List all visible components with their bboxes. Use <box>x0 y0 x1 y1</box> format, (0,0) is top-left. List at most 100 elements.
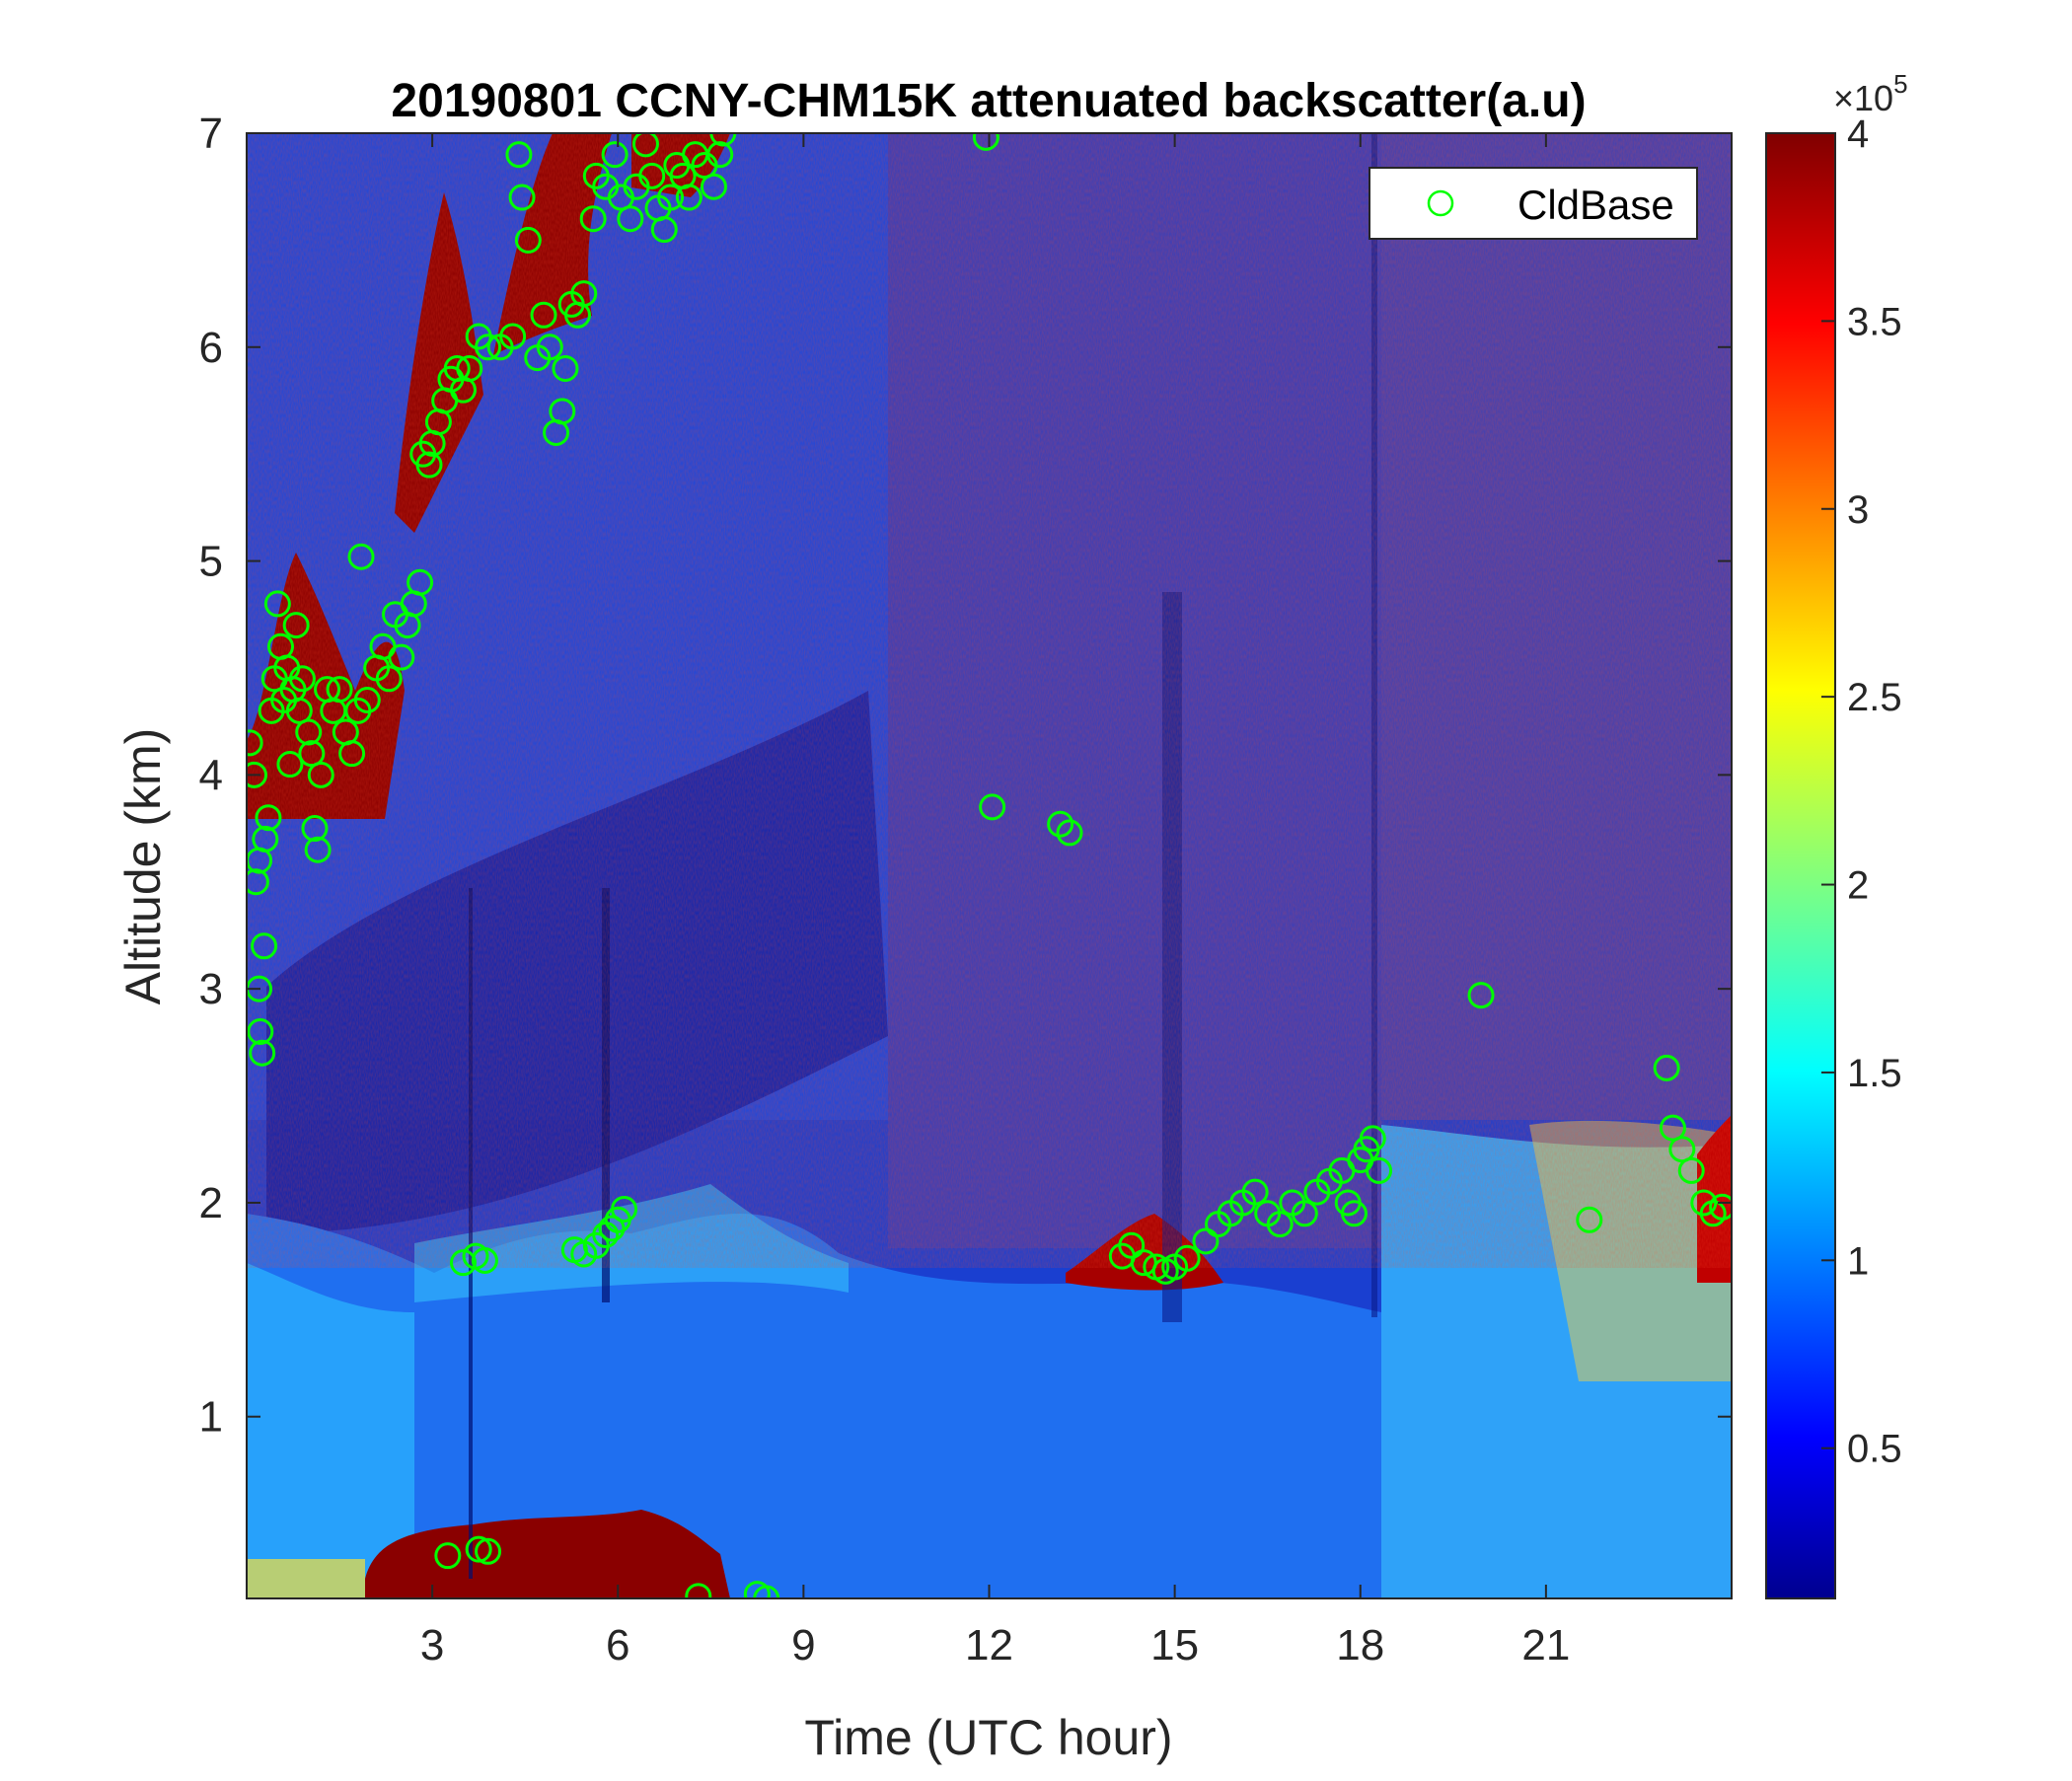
cldbase-point <box>1359 1125 1386 1152</box>
cldbase-point <box>353 686 381 713</box>
cldbase-point <box>1366 1156 1393 1184</box>
backscatter-heatmap <box>247 133 1732 1598</box>
colorbar-tick-label: 1 <box>1847 1239 1869 1283</box>
cldbase-point <box>514 226 542 254</box>
cldbase-point <box>657 184 685 211</box>
y-tick-label: 6 <box>199 324 223 372</box>
cldbase-point <box>475 1537 502 1565</box>
cldbase-point <box>598 1215 626 1242</box>
cldbase-point <box>295 718 323 746</box>
cldbase-point <box>638 162 666 189</box>
x-axis: 3 6 9 12 15 18 21 <box>420 133 1570 1670</box>
cldbase-point <box>449 1249 477 1277</box>
cldbase-point <box>601 141 629 169</box>
cldbase-point <box>247 868 269 896</box>
cldbase-point <box>1576 1206 1603 1233</box>
cldbase-point <box>1173 1244 1201 1272</box>
colorbar-tick-label: 0.5 <box>1847 1428 1902 1471</box>
y-tick-label: 7 <box>199 110 223 158</box>
colorbar-tick-label: 2.5 <box>1847 676 1902 719</box>
x-tick-label: 3 <box>420 1621 444 1670</box>
cldbase-point <box>326 676 353 704</box>
cldbase-point <box>1709 1193 1732 1221</box>
cldbase-point <box>347 543 375 570</box>
cldbase-point <box>276 751 304 779</box>
x-tick-label: 6 <box>606 1621 629 1670</box>
colorbar-tick-label: 1.5 <box>1847 1052 1902 1095</box>
cldbase-point <box>388 643 415 671</box>
colorbar-ticks: 0.5 1 1.5 2 2.5 3 3.5 4 <box>1821 112 1902 1471</box>
x-axis-label: Time (UTC hour) <box>804 1710 1172 1765</box>
cldbase-point <box>1677 1156 1705 1184</box>
cldbase-point <box>536 334 563 361</box>
cldbase-point <box>263 590 291 618</box>
colorbar: 0.5 1 1.5 2 2.5 3 3.5 4 ×105 <box>1765 69 1908 1599</box>
legend-box <box>1369 167 1698 240</box>
colorbar-bar <box>1765 132 1836 1599</box>
colorbar-tick-label: 4 <box>1847 112 1869 156</box>
cldbase-point <box>1653 1054 1680 1081</box>
cldbase-point <box>251 932 278 960</box>
cldbase-point <box>685 1583 712 1598</box>
cldbase-point <box>508 184 536 211</box>
cldbase-point <box>288 665 316 693</box>
cldbase-point <box>706 141 734 169</box>
cldbase-point <box>552 354 579 382</box>
cldbase-point <box>475 334 502 361</box>
cldbase-point <box>1467 982 1495 1009</box>
cldbase-point <box>1047 810 1074 838</box>
cldbase-point <box>499 323 527 350</box>
cldbase-point <box>743 1581 771 1598</box>
cldbase-point <box>700 173 727 200</box>
x-tick-label: 9 <box>791 1621 815 1670</box>
cldbase-point <box>753 1585 780 1598</box>
legend: CldBase <box>1369 167 1698 240</box>
cldbase-point <box>530 301 557 329</box>
cldbase-point <box>709 133 737 147</box>
cldbase-point <box>1241 1178 1269 1206</box>
cldbase-point <box>617 205 644 233</box>
cldbase-point <box>675 184 703 211</box>
cldbase-point <box>252 825 279 853</box>
cldbase-point <box>434 1542 462 1570</box>
chart-title: 20190801 CCNY-CHM15K attenuated backscat… <box>391 75 1586 127</box>
cldbase-point <box>505 141 533 169</box>
cldbase-point <box>570 280 598 308</box>
cldbase-point <box>282 612 310 639</box>
x-tick-label: 12 <box>965 1621 1013 1670</box>
x-tick-label: 18 <box>1336 1621 1384 1670</box>
cldbase-point <box>247 1018 274 1046</box>
cldbase-point <box>1056 819 1083 847</box>
cldbase-point <box>979 793 1006 821</box>
y-axis: 1 2 3 4 5 6 7 <box>199 110 1732 1442</box>
cldbase-point <box>247 729 263 757</box>
colorbar-tick-label: 3.5 <box>1847 300 1902 343</box>
cldbase-point <box>249 1039 276 1067</box>
cldbase-point <box>579 205 607 233</box>
legend-label: CldBase <box>1517 182 1674 228</box>
colorbar-exponent: ×105 <box>1833 69 1908 118</box>
cldbase-point <box>255 804 282 832</box>
cldbase-point <box>456 354 483 382</box>
cldbase-point <box>471 1246 498 1274</box>
cldbase-point <box>1340 1200 1368 1227</box>
cldbase-point <box>549 398 576 425</box>
y-tick-label: 2 <box>199 1179 223 1227</box>
legend-marker-icon <box>1427 189 1454 217</box>
y-tick-label: 3 <box>199 965 223 1013</box>
cldbase-point <box>301 815 329 843</box>
colorbar-tick-label: 3 <box>1847 488 1869 532</box>
y-axis-label: Altitude (km) <box>115 728 171 1005</box>
cldbase-point <box>465 1535 492 1563</box>
x-tick-label: 15 <box>1150 1621 1199 1670</box>
cldbase-point <box>1192 1227 1220 1255</box>
cldbase-point <box>407 568 434 596</box>
y-tick-label: 5 <box>199 538 223 586</box>
cldbase-point <box>650 216 678 244</box>
cldbase-point <box>1291 1200 1318 1227</box>
cldbase-point <box>304 836 332 863</box>
cldbase-point <box>307 761 334 788</box>
cldbase-point <box>1118 1231 1146 1259</box>
